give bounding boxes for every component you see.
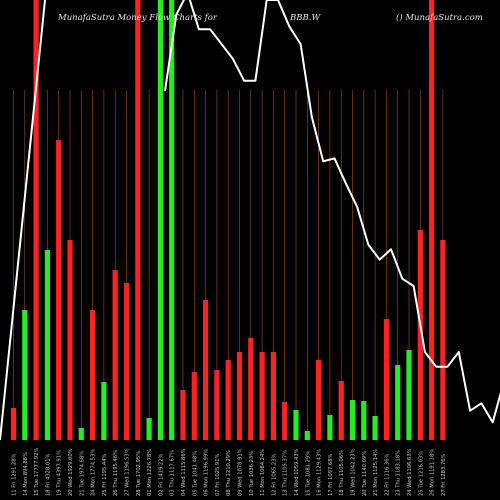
chart-header-source: () MunafaSutra.com (396, 13, 483, 23)
x-tick-label: 06 Mon 1196.99% (204, 449, 210, 496)
x-tick-label: 21 Tue 1974.68% (79, 451, 85, 496)
x-tick-label: 02 Fri 1419.22% (158, 453, 164, 496)
x-tick-label: 19 Thu 4397.91% (57, 450, 63, 496)
money-flow-bar (383, 319, 389, 440)
x-tick-label: 23 Thu 1183.18% (396, 450, 402, 496)
money-flow-bar (180, 390, 186, 440)
x-tick-label: 03 Thu 1117.67% (170, 450, 176, 496)
x-tick-label: 28 Tue 1702.95% (136, 451, 142, 496)
price-line (164, 0, 500, 424)
x-tick-label: 25 Fri 1195.44% (102, 453, 108, 496)
x-axis-labels: 11 Fri 1291.28% 14 Mon 894.88% 15 Tue 1777… (12, 447, 447, 496)
x-tick-label: 15 Tue 1081.29% (305, 451, 311, 496)
money-flow-bar (44, 250, 50, 440)
x-tick-label: 27 Fri 1283.76% (441, 453, 447, 496)
money-flow-bar (90, 310, 96, 440)
money-flow-bar (225, 360, 231, 440)
price-line-start (0, 0, 46, 441)
x-tick-label: 07 Fri 1025.91% (215, 453, 221, 496)
x-tick-label: 14 Wed 1059.43% (294, 448, 300, 496)
x-tick-label: 10 Tue 1036.23% (249, 451, 255, 496)
x-tick-label: 12 Fri 1065.23% (271, 453, 277, 496)
x-tick-label: 04 Wed 1115.86% (181, 448, 187, 496)
money-flow-bar (56, 140, 62, 440)
x-tick-label: 22 Fri 1116.36% (384, 453, 390, 496)
money-flow-bar (417, 230, 423, 440)
money-flow-bar (101, 382, 107, 440)
x-tick-label: 17 Fri 1097.68% (328, 453, 334, 496)
x-tick-label: 16 Mon 1129.43% (317, 449, 323, 496)
x-tick-label: 09 Wed 1078.91% (238, 448, 244, 496)
money-flow-bar (157, 0, 163, 440)
x-tick-label: 18 Thu 1105.06% (339, 450, 345, 496)
x-tick-label: 24 Mon 1774.53% (91, 449, 97, 496)
money-flow-bar (406, 350, 412, 440)
x-tick-label: 25 Tue 1216.03% (418, 451, 424, 496)
chart-header-symbol: BBB.W (290, 13, 321, 23)
x-tick-label: 20 Wed 1929.00% (68, 448, 74, 496)
money-flow-bar (123, 283, 130, 440)
money-flow-bar (236, 352, 243, 440)
money-flow-bar (304, 431, 310, 440)
money-flow-bar (327, 415, 333, 440)
x-tick-label: 11 Mon 1084.24% (260, 449, 266, 496)
x-tick-label: 11 Fri 1291.28% (12, 453, 18, 496)
money-flow-bar (259, 352, 265, 440)
money-flow-bar (282, 402, 288, 440)
money-flow-bar (440, 240, 446, 440)
x-tick-label: 27 Wed 1196.53% (125, 448, 131, 496)
x-tick-label: 26 Thu 1195.46% (113, 450, 119, 496)
money-flow-bar (67, 240, 73, 440)
money-flow-bar (10, 408, 17, 440)
money-flow-bar (78, 428, 84, 440)
x-tick-label: 18 Fri 4328.01% (45, 453, 51, 496)
money-flow-bar (316, 360, 322, 440)
money-flow-bar (429, 0, 435, 440)
x-tick-label: 21 Mon 1125.14% (373, 449, 379, 496)
money-flow-bar (293, 410, 299, 440)
x-tick-label: 14 Mon 894.88% (23, 452, 29, 496)
money-flow-bar (22, 310, 28, 440)
money-flow-bar (191, 372, 197, 440)
money-flow-bar (214, 370, 220, 440)
x-tick-label: 13 Thu 1105.37% (283, 450, 289, 496)
x-tick-label: 08 Thu 1210.29% (226, 450, 232, 496)
money-flow-bar (135, 0, 141, 440)
money-flow-bar (169, 0, 175, 440)
money-flow-bar (361, 401, 367, 440)
x-tick-label: 19 Wed 1042.23% (351, 448, 357, 496)
money-flow-bar (112, 270, 118, 440)
money-flow-bar (248, 338, 254, 440)
x-tick-label: 05 Tue 1041.48% (192, 451, 198, 496)
x-tick-label: 26 Mon 1191.18% (430, 449, 436, 496)
x-tick-label: 01 Mon 1226.78% (147, 449, 153, 496)
money-flow-bar (349, 400, 356, 440)
money-flow-bar (372, 416, 378, 440)
money-flow-bar (146, 418, 152, 440)
x-tick-label: 15 Tue 17777.92% (34, 447, 40, 496)
money-flow-bar (203, 300, 209, 440)
money-flow-bar (395, 365, 401, 440)
x-tick-label: 24 Wed 1106.63% (407, 448, 413, 496)
money-flow-bars (10, 0, 446, 440)
money-flow-bar (270, 352, 276, 440)
chart-header-title: MunafaSutra Money Flow Charts for (58, 13, 217, 23)
x-tick-label: 20 Tue 1140.09% (362, 451, 368, 496)
money-flow-bar (33, 0, 39, 440)
money-flow-bar (338, 381, 344, 440)
